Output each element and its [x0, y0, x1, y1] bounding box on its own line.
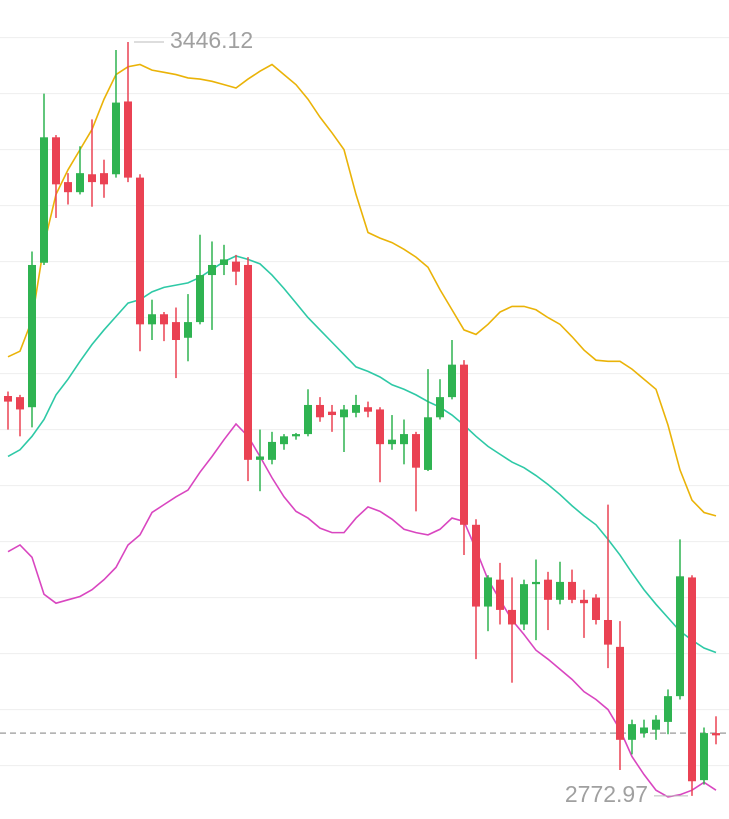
candle-body — [532, 581, 540, 585]
candle-body — [436, 397, 444, 418]
candle-body — [184, 322, 192, 338]
candle-body — [400, 434, 408, 445]
candle-body — [688, 577, 696, 782]
candle-body — [340, 409, 348, 418]
candle-body — [352, 404, 360, 413]
candle-body — [568, 581, 576, 600]
candle-body — [496, 579, 504, 610]
candle-body — [52, 137, 60, 185]
candle-body — [640, 727, 648, 734]
candle-body — [64, 182, 72, 193]
candle-body — [652, 719, 660, 730]
candle-body — [28, 264, 36, 408]
candle-body — [700, 733, 708, 781]
candle-body — [244, 264, 252, 460]
candle-body — [544, 579, 552, 600]
band-line — [7, 63, 717, 517]
candle-body — [280, 436, 288, 445]
band-line — [7, 255, 717, 654]
candle-body — [304, 404, 312, 435]
candle-body — [484, 577, 492, 607]
candle-body — [460, 364, 468, 525]
candle-body — [292, 434, 300, 437]
candle-body — [376, 409, 384, 445]
candle-body — [664, 696, 672, 722]
candle-body — [172, 322, 180, 341]
candle-body — [124, 101, 132, 178]
candle-body — [412, 434, 420, 468]
candle-body — [268, 441, 276, 460]
annotation-label: 2772.97 — [565, 781, 648, 807]
candle-body — [220, 259, 228, 265]
candle-body — [76, 173, 84, 193]
annotation-label: 3446.12 — [170, 27, 253, 53]
candle-body — [712, 733, 720, 736]
candle-body — [256, 456, 264, 460]
candle-body — [604, 619, 612, 645]
candle-body — [616, 646, 624, 740]
candle-body — [208, 264, 216, 276]
candle-body — [364, 407, 372, 412]
candle-body — [148, 314, 156, 325]
candle-body — [100, 173, 108, 185]
candle-body — [508, 609, 516, 625]
candle-body — [16, 397, 24, 410]
candle-body — [388, 439, 396, 445]
candle-body — [4, 396, 12, 402]
candle-body — [88, 174, 96, 183]
candle-body — [628, 724, 636, 740]
candle-body — [424, 417, 432, 470]
candle-body — [328, 411, 336, 416]
candle-body — [472, 524, 480, 607]
candle-body — [160, 314, 168, 325]
candle-body — [580, 599, 588, 604]
candle-body — [40, 137, 48, 263]
candle-body — [676, 576, 684, 697]
candle-body — [556, 581, 564, 600]
candle-body — [592, 597, 600, 620]
candle-body — [520, 584, 528, 625]
candle-body — [232, 261, 240, 272]
candle-body — [316, 404, 324, 418]
candle-body — [112, 102, 120, 175]
candle-body — [196, 275, 204, 323]
candle-body — [136, 177, 144, 325]
candle-body — [448, 364, 456, 398]
band-line — [7, 422, 717, 798]
